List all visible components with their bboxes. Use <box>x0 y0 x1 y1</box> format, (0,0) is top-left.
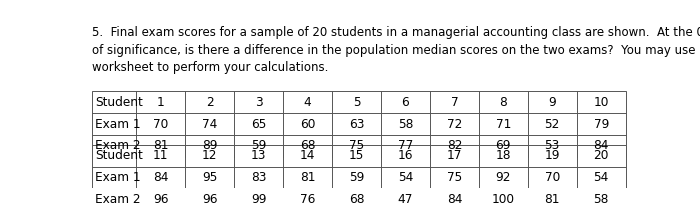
Text: 15: 15 <box>349 149 364 162</box>
Bar <box>92 91 626 157</box>
Text: 4: 4 <box>304 96 312 109</box>
Text: 92: 92 <box>496 171 511 184</box>
Text: 1: 1 <box>157 96 164 109</box>
Text: 2: 2 <box>206 96 214 109</box>
Text: 20: 20 <box>594 149 609 162</box>
Text: 7: 7 <box>451 96 458 109</box>
Text: 5.  Final exam scores for a sample of 20 students in a managerial accounting cla: 5. Final exam scores for a sample of 20 … <box>92 26 700 74</box>
Text: 16: 16 <box>398 149 413 162</box>
Text: 58: 58 <box>398 118 413 131</box>
Text: 3: 3 <box>255 96 262 109</box>
Text: 79: 79 <box>594 118 609 131</box>
Text: 68: 68 <box>349 193 364 206</box>
Text: 8: 8 <box>500 96 507 109</box>
Text: 96: 96 <box>202 193 218 206</box>
Text: 5: 5 <box>353 96 360 109</box>
Text: Exam 1: Exam 1 <box>95 118 141 131</box>
Text: 81: 81 <box>153 139 169 153</box>
Text: 77: 77 <box>398 139 413 153</box>
Text: 47: 47 <box>398 193 413 206</box>
Text: 14: 14 <box>300 149 315 162</box>
Text: 99: 99 <box>251 193 267 206</box>
Text: 75: 75 <box>349 139 364 153</box>
Text: Exam 2: Exam 2 <box>95 139 141 153</box>
Text: 72: 72 <box>447 118 462 131</box>
Text: 84: 84 <box>153 171 169 184</box>
Text: 9: 9 <box>548 96 556 109</box>
Text: 74: 74 <box>202 118 218 131</box>
Text: 84: 84 <box>447 193 462 206</box>
Text: 10: 10 <box>594 96 609 109</box>
Text: 95: 95 <box>202 171 218 184</box>
Text: 75: 75 <box>447 171 462 184</box>
Text: 81: 81 <box>545 193 560 206</box>
Text: 83: 83 <box>251 171 267 184</box>
Text: 70: 70 <box>153 118 169 131</box>
Text: 60: 60 <box>300 118 315 131</box>
Text: 82: 82 <box>447 139 462 153</box>
Text: 70: 70 <box>545 171 560 184</box>
Text: 59: 59 <box>349 171 364 184</box>
Text: 100: 100 <box>492 193 514 206</box>
Text: 84: 84 <box>594 139 609 153</box>
Text: 71: 71 <box>496 118 511 131</box>
Text: 65: 65 <box>251 118 266 131</box>
Text: 54: 54 <box>594 171 609 184</box>
Text: 63: 63 <box>349 118 364 131</box>
Text: 54: 54 <box>398 171 413 184</box>
Text: Exam 2: Exam 2 <box>95 193 141 206</box>
Text: Student: Student <box>95 96 143 109</box>
Text: 89: 89 <box>202 139 218 153</box>
Text: 18: 18 <box>496 149 511 162</box>
Text: Student: Student <box>95 149 143 162</box>
Text: Exam 1: Exam 1 <box>95 171 141 184</box>
Text: 69: 69 <box>496 139 511 153</box>
Text: 12: 12 <box>202 149 218 162</box>
Text: 11: 11 <box>153 149 169 162</box>
Text: 52: 52 <box>545 118 560 131</box>
Text: 19: 19 <box>545 149 560 162</box>
Text: 81: 81 <box>300 171 315 184</box>
Text: 17: 17 <box>447 149 462 162</box>
Text: 68: 68 <box>300 139 315 153</box>
Bar <box>92 145 626 211</box>
Text: 96: 96 <box>153 193 169 206</box>
Text: 59: 59 <box>251 139 266 153</box>
Text: 76: 76 <box>300 193 315 206</box>
Text: 6: 6 <box>402 96 409 109</box>
Text: 53: 53 <box>545 139 560 153</box>
Text: 13: 13 <box>251 149 267 162</box>
Text: 58: 58 <box>594 193 609 206</box>
